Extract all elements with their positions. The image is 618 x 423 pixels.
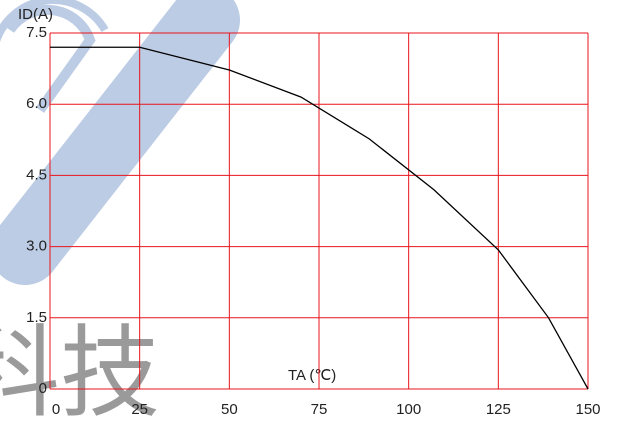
x-axis-label: TA (℃) — [288, 367, 336, 384]
x-tick-label: 25 — [131, 401, 148, 418]
y-axis-label: ID(A) — [18, 6, 53, 23]
x-tick-label: 100 — [396, 401, 421, 418]
chart: 科技 ID(A) TA (℃) 01.53.04.56.07.502550751… — [0, 0, 618, 423]
y-tick-label: 3.0 — [26, 238, 47, 255]
x-tick-label: 0 — [52, 401, 60, 418]
x-tick-label: 125 — [486, 401, 511, 418]
y-tick-label: 0 — [39, 380, 47, 397]
x-tick-label: 50 — [221, 401, 238, 418]
y-tick-label: 6.0 — [26, 95, 47, 112]
x-tick-label: 150 — [575, 401, 600, 418]
y-tick-label: 4.5 — [26, 166, 47, 183]
y-tick-label: 1.5 — [26, 309, 47, 326]
y-tick-label: 7.5 — [26, 24, 47, 41]
x-tick-label: 75 — [311, 401, 328, 418]
page: 科技 ID(A) TA (℃) 01.53.04.56.07.502550751… — [0, 0, 618, 423]
